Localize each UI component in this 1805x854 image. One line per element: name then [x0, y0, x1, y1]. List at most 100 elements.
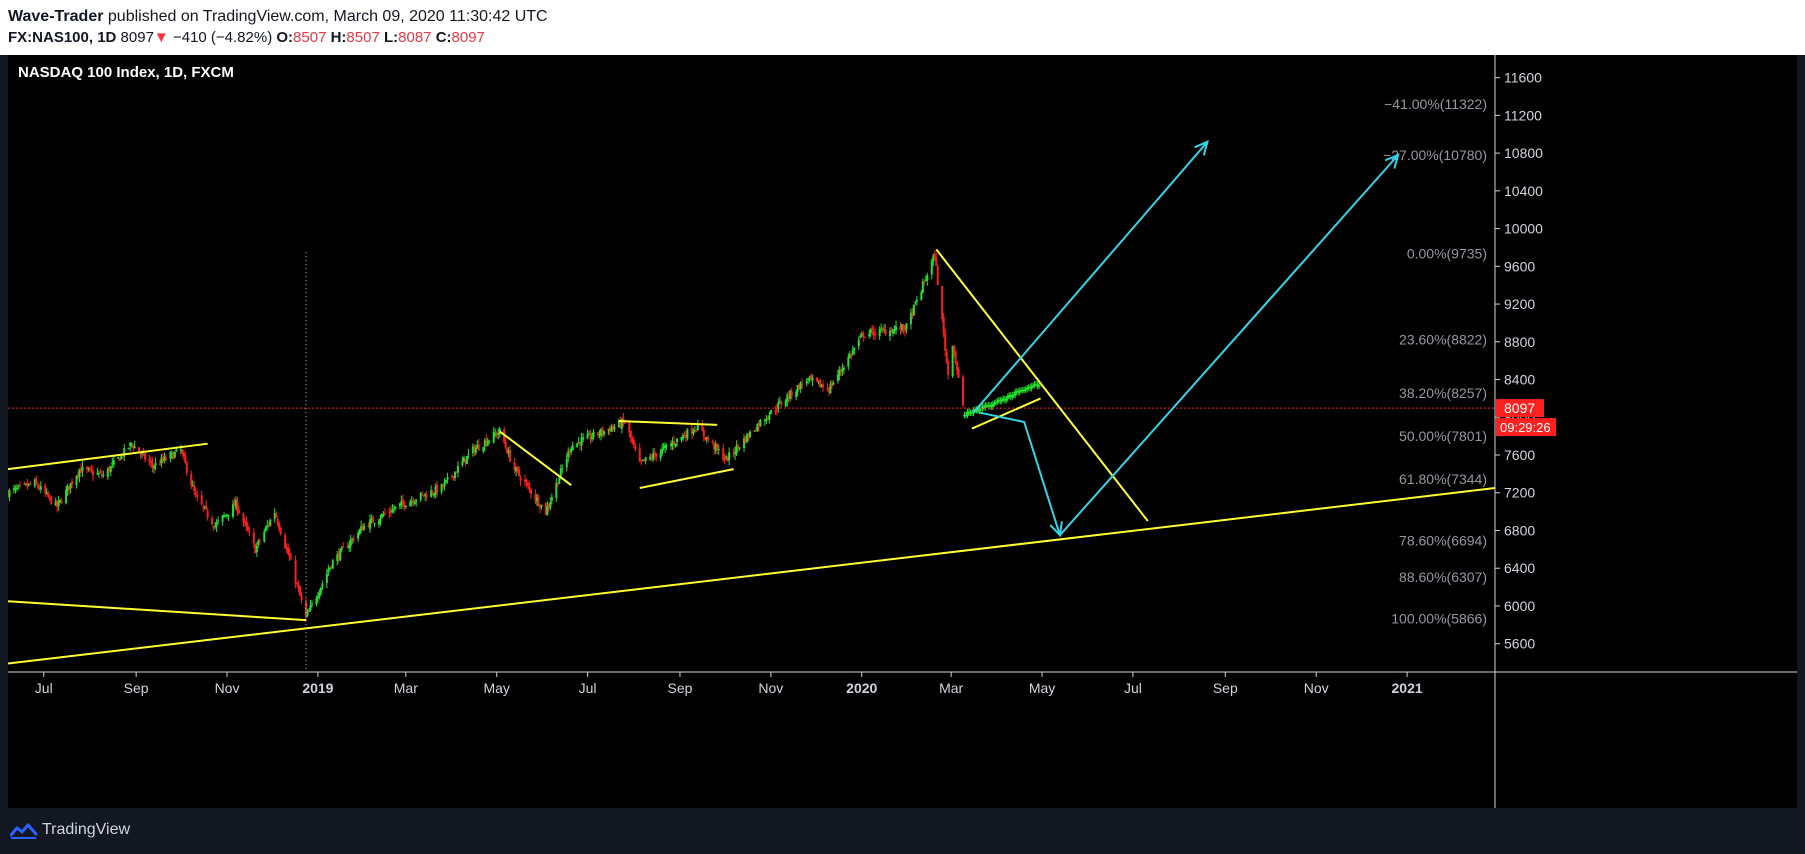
trendline[interactable] [971, 397, 1041, 430]
candle-body [738, 447, 741, 449]
candle-body [597, 432, 600, 436]
candle-body [96, 472, 99, 475]
open-label: O: [276, 29, 294, 46]
candle-body [203, 506, 206, 509]
candle-body [102, 475, 105, 477]
candle-body [744, 437, 747, 443]
last-price-badge [1496, 399, 1544, 418]
candle-body [236, 501, 239, 512]
candle-body [357, 532, 360, 539]
projection-path[interactable] [1059, 154, 1399, 536]
candle-body [48, 495, 51, 497]
candle-body [483, 440, 486, 447]
candle-body [287, 547, 290, 555]
candle-body [412, 500, 415, 504]
author-name[interactable]: Wave-Trader [8, 8, 104, 25]
candle-body [589, 433, 592, 440]
candle-body [749, 431, 752, 437]
candle-body [535, 497, 538, 502]
y-tick-label: 7600 [1504, 447, 1535, 463]
projection-path[interactable] [979, 411, 1061, 536]
candle-body [221, 515, 224, 522]
trendline[interactable] [8, 600, 307, 622]
candle-body [860, 333, 863, 336]
candle-body [172, 453, 175, 459]
candle-body [71, 481, 74, 485]
tradingview-brand[interactable]: TradingView [42, 821, 131, 838]
candle-body [279, 527, 282, 534]
candle-body [39, 486, 42, 490]
projection-path[interactable] [972, 141, 1209, 414]
candle-body [474, 448, 477, 453]
candle-body [132, 445, 135, 449]
candle-body [528, 486, 531, 489]
arrow-head-icon [1194, 140, 1209, 156]
candle-body [248, 531, 251, 533]
candle-body [442, 485, 445, 487]
candle-body [576, 443, 579, 447]
candle-body [392, 509, 395, 511]
candle-body [422, 495, 425, 497]
projected-candle-body [1025, 387, 1029, 390]
candle-body [60, 501, 63, 503]
candle-body [754, 430, 757, 432]
x-tick-label: 2021 [1392, 680, 1423, 696]
candle-body [455, 471, 458, 473]
candle-body [634, 446, 637, 450]
trendline[interactable] [8, 442, 208, 471]
trendline[interactable] [618, 420, 718, 426]
price-chart[interactable]: −41.00%(11322) −27.00%(10780) 0.00%(9735) 2… [8, 55, 1797, 808]
candle-body [258, 540, 261, 542]
candle-body [316, 596, 319, 599]
candle-body [653, 451, 656, 456]
candle-body [325, 573, 328, 583]
candle-body [373, 523, 376, 525]
candle-body [182, 452, 185, 456]
candle-body [909, 313, 912, 325]
ohlc-line: FX:NAS100, 1D 8097▼ −410 (−4.82%) O:8507… [8, 29, 485, 46]
trendline[interactable] [499, 430, 572, 487]
candle-body [853, 348, 856, 351]
candle-body [160, 457, 163, 464]
candle-body [607, 429, 610, 431]
candle-body [370, 518, 373, 520]
candle-body [173, 452, 176, 458]
candle-body [638, 448, 641, 462]
candle-body [579, 442, 582, 446]
candle-body [537, 496, 540, 506]
candle-body [631, 437, 634, 442]
candle-body [18, 484, 21, 486]
candle-body [378, 520, 381, 525]
candle-body [868, 333, 871, 337]
candle-body [497, 433, 500, 435]
candle-body [288, 553, 291, 558]
candle-body [611, 426, 614, 428]
candle-body [190, 474, 193, 486]
candle-body [224, 514, 227, 517]
trendline[interactable] [639, 468, 734, 490]
tradingview-logo-icon[interactable] [10, 822, 38, 840]
candle-body [857, 339, 860, 347]
candle-body [900, 324, 903, 330]
down-arrow-icon: ▼ [153, 29, 169, 46]
countdown-badge [1496, 418, 1556, 437]
candle-body [339, 549, 342, 561]
candle-body [337, 553, 340, 560]
candle-body [681, 435, 684, 439]
candle-body [807, 378, 810, 381]
chart-area[interactable]: −41.00%(11322) −27.00%(10780) 0.00%(9735) 2… [8, 55, 1797, 808]
fib-level-label: 100.00%(5866) [1391, 611, 1487, 627]
candle-body [555, 482, 558, 498]
fib-level-label: 78.60%(6694) [1399, 532, 1487, 548]
x-tick-label: Sep [668, 680, 693, 696]
candle-body [430, 490, 433, 498]
candle-body [231, 504, 234, 517]
trendline[interactable] [8, 487, 1496, 665]
candle-body [205, 505, 208, 509]
candle-body [932, 255, 935, 262]
candle-body [951, 345, 954, 377]
candle-body [212, 526, 215, 528]
candle-body [524, 479, 527, 482]
candle-body [519, 477, 522, 481]
projected-candle-body [1000, 399, 1004, 402]
